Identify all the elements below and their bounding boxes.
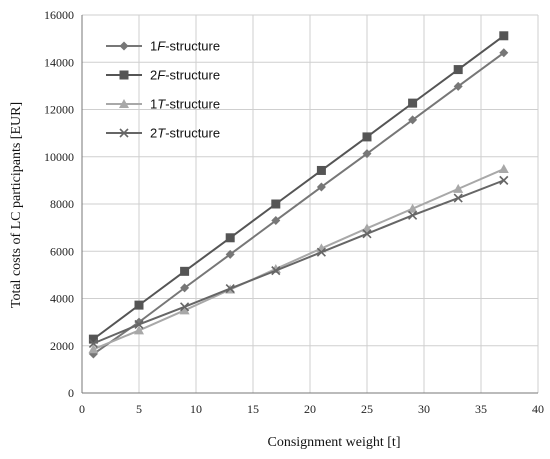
data-point	[408, 98, 418, 108]
data-point	[453, 193, 463, 203]
legend-item-3: 1T-structure	[106, 97, 220, 112]
series-line	[93, 179, 505, 345]
x-marker-stroke	[88, 338, 98, 348]
data-point	[180, 283, 190, 293]
data-point	[271, 216, 281, 226]
x-tick-label: 30	[418, 402, 430, 416]
legend-item-1: 1F-structure	[106, 39, 220, 54]
x-tick-label: 10	[190, 402, 202, 416]
x-tick-label: 15	[247, 402, 259, 416]
series-4	[88, 175, 509, 348]
data-point	[271, 266, 281, 276]
data-point	[88, 334, 98, 344]
data-point	[453, 65, 463, 75]
x-marker-stroke	[499, 175, 509, 185]
series-2	[88, 31, 509, 344]
data-point	[498, 164, 509, 174]
data-point	[408, 210, 418, 220]
x-marker-stroke	[271, 266, 281, 276]
data-point	[499, 48, 509, 58]
y-tick-label: 8000	[50, 197, 74, 211]
y-tick-label: 0	[68, 386, 74, 400]
y-tick-labels: 0 2000 4000 6000 8000 10000 12000 14000 16000	[44, 8, 74, 400]
data-point	[499, 175, 509, 185]
x-tick-label: 40	[532, 402, 544, 416]
y-tick-label: 4000	[50, 292, 74, 306]
data-point	[134, 300, 144, 310]
legend-marker	[119, 99, 129, 108]
data-point	[225, 249, 235, 259]
data-point	[225, 233, 235, 243]
data-point	[180, 266, 190, 276]
series-line	[92, 34, 505, 340]
data-point	[134, 325, 144, 335]
legend: 1F-structure 2F-structure 1T-structure 2T-s…	[106, 39, 220, 141]
legend-label: 2T-structure	[150, 126, 220, 141]
data-point	[362, 149, 372, 159]
x-marker-stroke	[408, 210, 418, 220]
data-point	[316, 182, 326, 192]
legend-label: 1T-structure	[150, 97, 220, 112]
data-point	[225, 284, 235, 294]
legend-item-2: 2F-structure	[106, 68, 220, 83]
data-point	[407, 203, 418, 213]
legend-item-4: 2T-structure	[106, 126, 220, 141]
x-tick-label: 0	[79, 402, 85, 416]
y-tick-label: 2000	[50, 339, 74, 353]
data-point	[499, 31, 509, 41]
x-marker-stroke	[180, 302, 190, 312]
data-point	[453, 81, 463, 91]
data-point	[362, 223, 372, 233]
data-point	[316, 165, 326, 175]
x-tick-label: 20	[304, 402, 316, 416]
x-axis-title: Consignment weight [t]	[268, 435, 401, 450]
x-marker-stroke	[453, 193, 463, 203]
data-point	[271, 199, 281, 209]
axes	[81, 15, 538, 394]
data-point	[362, 132, 372, 142]
series-line	[93, 168, 505, 351]
data-point	[179, 305, 190, 315]
data-point	[88, 338, 98, 348]
x-tick-label: 35	[475, 402, 487, 416]
y-tick-label: 10000	[44, 150, 74, 164]
x-marker-stroke	[134, 319, 144, 330]
y-tick-label: 14000	[44, 55, 74, 69]
x-tick-label: 25	[361, 402, 373, 416]
data-point	[316, 247, 326, 257]
legend-label: 2F-structure	[150, 68, 220, 83]
x-marker-stroke	[316, 247, 326, 257]
x-tick-labels: 0 5 10 15 20 25 30 35 40	[79, 402, 544, 416]
data-point	[408, 115, 418, 125]
series-3	[88, 164, 509, 354]
data-point	[134, 319, 144, 330]
legend-marker	[119, 41, 129, 51]
legend-label: 1F-structure	[150, 39, 220, 54]
x-tick-label: 5	[136, 402, 142, 416]
series-line	[92, 51, 505, 355]
y-tick-label: 12000	[44, 103, 74, 117]
data-point	[180, 302, 190, 312]
legend-marker	[119, 128, 129, 138]
legend-marker	[119, 70, 129, 80]
data-point	[453, 183, 464, 193]
x-marker-stroke	[119, 128, 129, 138]
data-point	[88, 344, 99, 354]
series	[88, 31, 509, 359]
data-point	[362, 229, 372, 239]
y-tick-label: 6000	[50, 244, 74, 258]
y-tick-label: 16000	[44, 8, 74, 22]
x-marker-stroke	[225, 284, 235, 294]
x-marker-stroke	[362, 229, 372, 239]
y-axis-title: Total costs of LC participants [EUR]	[9, 102, 24, 308]
